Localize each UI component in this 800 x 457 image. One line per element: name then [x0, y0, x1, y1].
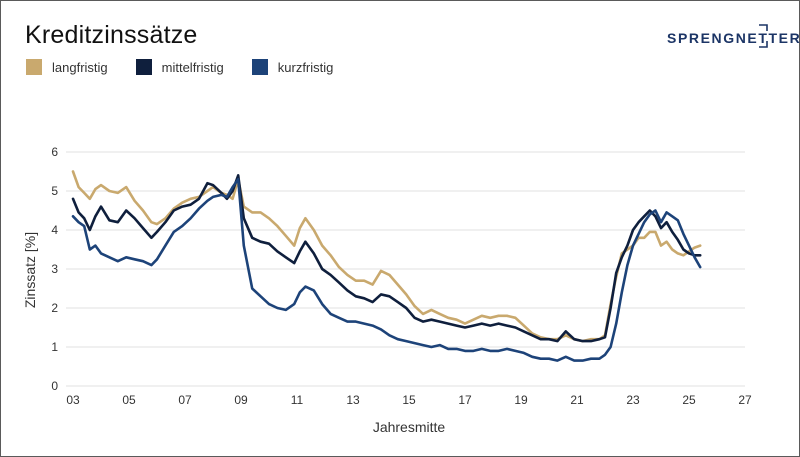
- legend-item-mittelfristig[interactable]: mittelfristig: [135, 59, 224, 75]
- x-tick-label: 09: [234, 393, 248, 407]
- y-tick-label: 5: [51, 184, 58, 198]
- logo-bracket-icon: [759, 24, 768, 48]
- legend-label-mittelfristig: mittelfristig: [161, 59, 224, 75]
- legend: langfristig mittelfristig kurzfristig: [26, 59, 361, 75]
- y-tick-label: 1: [51, 340, 58, 354]
- legend-swatch-langfristig: [26, 59, 42, 75]
- x-tick-label: 21: [570, 393, 584, 407]
- legend-swatch-mittelfristig: [135, 59, 152, 75]
- legend-item-kurzfristig[interactable]: kurzfristig: [251, 59, 334, 75]
- x-tick-label: 13: [346, 393, 360, 407]
- x-tick-label: 15: [402, 393, 416, 407]
- series-line-kurzfristig: [71, 178, 702, 362]
- legend-swatch-kurzfristig: [251, 59, 268, 75]
- x-tick-label: 19: [514, 393, 528, 407]
- y-tick-label: 3: [51, 262, 58, 276]
- x-axis-label: Jahresmitte: [373, 419, 446, 435]
- legend-item-langfristig[interactable]: langfristig: [26, 59, 108, 75]
- x-tick-label: 11: [291, 393, 304, 407]
- x-tick-label: 07: [178, 393, 192, 407]
- y-tick-label: 6: [51, 145, 58, 159]
- legend-label-langfristig: langfristig: [52, 59, 108, 75]
- legend-label-kurzfristig: kurzfristig: [277, 59, 334, 75]
- y-axis-label: Zinssatz [%]: [22, 232, 38, 308]
- x-tick-label: 25: [682, 393, 696, 407]
- x-tick-label: 17: [458, 393, 472, 407]
- series-line-langfristig: [71, 170, 702, 343]
- y-tick-label: 0: [51, 379, 58, 393]
- x-tick-label: 27: [738, 393, 752, 407]
- x-tick-label: 23: [626, 393, 640, 407]
- x-tick-label: 03: [66, 393, 80, 407]
- x-tick-label: 05: [122, 393, 136, 407]
- y-tick-label: 2: [51, 301, 58, 315]
- y-tick-label: 4: [51, 223, 58, 237]
- chart-title: Kreditzinssätze: [25, 21, 198, 49]
- series-line-mittelfristig: [71, 174, 702, 343]
